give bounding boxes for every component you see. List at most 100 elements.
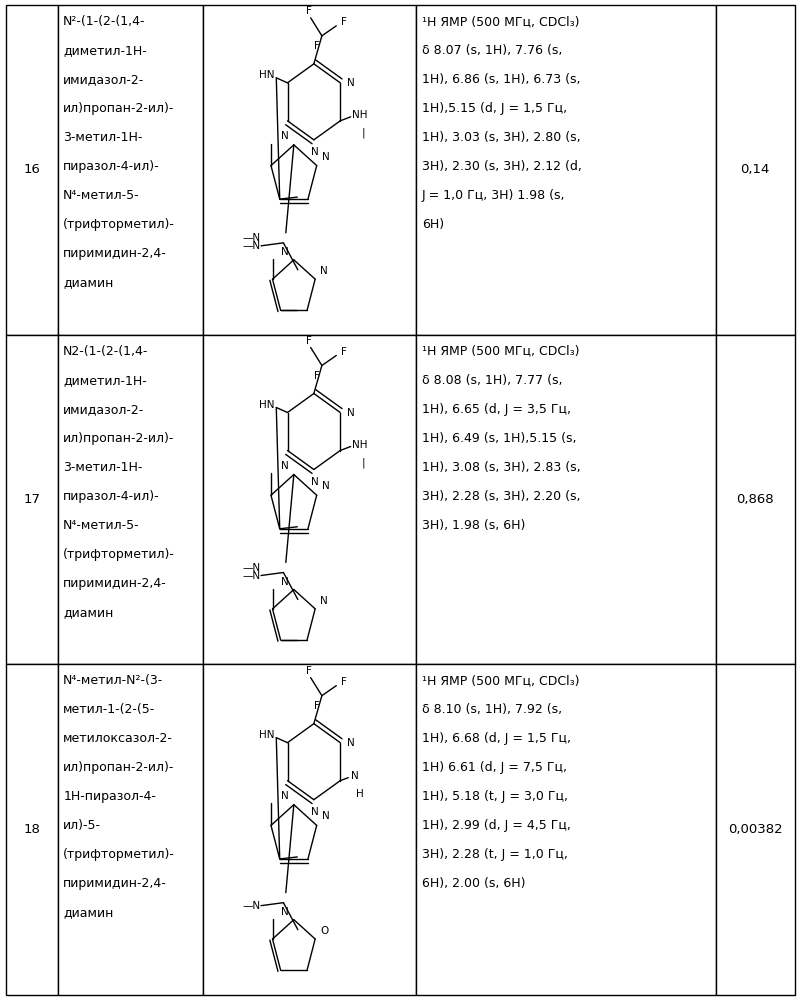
Text: пиримидин-2,4-: пиримидин-2,4- <box>63 247 167 260</box>
Text: 1H), 3.08 (s, 3H), 2.83 (s,: 1H), 3.08 (s, 3H), 2.83 (s, <box>422 461 581 474</box>
Bar <box>6 5 58 335</box>
Text: 1Н-пиразол-4-: 1Н-пиразол-4- <box>63 790 156 803</box>
Text: J = 1,0 Гц, 3H) 1.98 (s,: J = 1,0 Гц, 3H) 1.98 (s, <box>422 189 566 202</box>
Bar <box>716 5 795 335</box>
Text: —N: —N <box>243 901 260 911</box>
Text: 6H), 2.00 (s, 6H): 6H), 2.00 (s, 6H) <box>422 877 525 890</box>
Text: —N: —N <box>243 563 260 573</box>
Text: F: F <box>341 17 348 27</box>
Text: ил)пропан-2-ил)-: ил)пропан-2-ил)- <box>63 761 175 774</box>
Text: 3-метил-1Н-: 3-метил-1Н- <box>63 131 143 144</box>
Text: 1H), 6.68 (d, J = 1,5 Гц,: 1H), 6.68 (d, J = 1,5 Гц, <box>422 732 571 745</box>
Text: F: F <box>341 347 348 357</box>
Text: F: F <box>341 677 348 687</box>
Bar <box>58 5 203 335</box>
Text: F: F <box>306 6 312 16</box>
Text: 3H), 1.98 (s, 6H): 3H), 1.98 (s, 6H) <box>422 519 525 532</box>
Bar <box>6 664 58 995</box>
Text: —N: —N <box>243 241 260 251</box>
Text: N: N <box>311 147 319 157</box>
Text: 1H), 6.86 (s, 1H), 6.73 (s,: 1H), 6.86 (s, 1H), 6.73 (s, <box>422 73 581 86</box>
Text: O: O <box>320 926 329 936</box>
Text: F: F <box>306 336 312 346</box>
Text: (трифторметил)-: (трифторметил)- <box>63 548 175 561</box>
Bar <box>203 335 417 664</box>
Text: HN: HN <box>259 400 275 410</box>
Text: δ 8.07 (s, 1H), 7.76 (s,: δ 8.07 (s, 1H), 7.76 (s, <box>422 44 562 57</box>
Text: N2-(1-(2-(1,4-: N2-(1-(2-(1,4- <box>63 345 149 358</box>
Text: HN: HN <box>259 70 275 80</box>
Text: метилоксазол-2-: метилоксазол-2- <box>63 732 173 745</box>
Text: (трифторметил)-: (трифторметил)- <box>63 218 175 231</box>
Text: ¹Н ЯМР (500 МГц, CDCl₃): ¹Н ЯМР (500 МГц, CDCl₃) <box>422 15 579 28</box>
Text: N: N <box>322 481 329 491</box>
Bar <box>417 335 716 664</box>
Bar <box>417 664 716 995</box>
Text: δ 8.08 (s, 1H), 7.77 (s,: δ 8.08 (s, 1H), 7.77 (s, <box>422 374 562 387</box>
Text: 1H), 5.18 (t, J = 3,0 Гц,: 1H), 5.18 (t, J = 3,0 Гц, <box>422 790 568 803</box>
Bar <box>716 664 795 995</box>
Text: N²-(1-(2-(1,4-: N²-(1-(2-(1,4- <box>63 15 146 28</box>
Text: диметил-1Н-: диметил-1Н- <box>63 374 147 387</box>
Text: δ 8.10 (s, 1H), 7.92 (s,: δ 8.10 (s, 1H), 7.92 (s, <box>422 703 562 716</box>
Text: HN: HN <box>259 730 275 740</box>
Text: N: N <box>281 577 289 587</box>
Text: 1H), 6.49 (s, 1H),5.15 (s,: 1H), 6.49 (s, 1H),5.15 (s, <box>422 432 577 445</box>
Text: имидазол-2-: имидазол-2- <box>63 403 144 416</box>
Bar <box>417 5 716 335</box>
Text: N: N <box>311 477 319 487</box>
Text: 0,868: 0,868 <box>736 493 774 506</box>
Text: 1H), 6.65 (d, J = 3,5 Гц,: 1H), 6.65 (d, J = 3,5 Гц, <box>422 403 571 416</box>
Text: N: N <box>311 807 319 817</box>
Bar <box>716 335 795 664</box>
Text: ¹Н ЯМР (500 МГц, CDCl₃): ¹Н ЯМР (500 МГц, CDCl₃) <box>422 345 579 358</box>
Text: 18: 18 <box>23 823 41 836</box>
Bar <box>203 5 417 335</box>
Text: F: F <box>314 701 320 711</box>
Text: (трифторметил)-: (трифторметил)- <box>63 848 175 861</box>
Text: NH: NH <box>352 440 368 450</box>
Text: N: N <box>347 738 355 748</box>
Text: NH: NH <box>352 110 368 120</box>
Text: N: N <box>281 247 289 257</box>
Text: ил)пропан-2-ил)-: ил)пропан-2-ил)- <box>63 432 175 445</box>
Text: 3H), 2.28 (t, J = 1,0 Гц,: 3H), 2.28 (t, J = 1,0 Гц, <box>422 848 568 861</box>
Text: пиразол-4-ил)-: пиразол-4-ил)- <box>63 160 160 173</box>
Text: 1H), 3.03 (s, 3H), 2.80 (s,: 1H), 3.03 (s, 3H), 2.80 (s, <box>422 131 581 144</box>
Text: |: | <box>361 128 365 138</box>
Text: N: N <box>351 771 359 781</box>
Text: 6H): 6H) <box>422 218 444 231</box>
Text: диамин: диамин <box>63 606 114 619</box>
Text: ¹Н ЯМР (500 МГц, CDCl₃): ¹Н ЯМР (500 МГц, CDCl₃) <box>422 674 579 687</box>
Text: 0,14: 0,14 <box>740 163 770 176</box>
Text: диамин: диамин <box>63 276 114 289</box>
Text: F: F <box>306 666 312 676</box>
Text: N: N <box>281 791 289 801</box>
Text: имидазол-2-: имидазол-2- <box>63 73 144 86</box>
Text: ил)пропан-2-ил)-: ил)пропан-2-ил)- <box>63 102 175 115</box>
Text: ил)-5-: ил)-5- <box>63 819 101 832</box>
Bar <box>58 664 203 995</box>
Text: 3-метил-1Н-: 3-метил-1Н- <box>63 461 143 474</box>
Text: F: F <box>314 41 320 51</box>
Text: H: H <box>356 789 364 799</box>
Text: N⁴-метил-N²-(3-: N⁴-метил-N²-(3- <box>63 674 163 687</box>
Text: диметил-1Н-: диметил-1Н- <box>63 44 147 57</box>
Bar <box>203 664 417 995</box>
Text: N: N <box>347 78 355 88</box>
Text: F: F <box>314 371 320 381</box>
Text: N: N <box>320 266 328 276</box>
Text: диамин: диамин <box>63 906 114 919</box>
Text: 1H), 2.99 (d, J = 4,5 Гц,: 1H), 2.99 (d, J = 4,5 Гц, <box>422 819 571 832</box>
Text: 3H), 2.28 (s, 3H), 2.20 (s,: 3H), 2.28 (s, 3H), 2.20 (s, <box>422 490 581 503</box>
Text: 1H) 6.61 (d, J = 7,5 Гц,: 1H) 6.61 (d, J = 7,5 Гц, <box>422 761 567 774</box>
Text: N: N <box>322 152 329 162</box>
Text: |: | <box>361 457 365 468</box>
Text: 17: 17 <box>23 493 41 506</box>
Text: 0,00382: 0,00382 <box>728 823 783 836</box>
Text: пиримидин-2,4-: пиримидин-2,4- <box>63 877 167 890</box>
Bar <box>6 335 58 664</box>
Text: метил-1-(2-(5-: метил-1-(2-(5- <box>63 703 155 716</box>
Text: N⁴-метил-5-: N⁴-метил-5- <box>63 519 140 532</box>
Text: N: N <box>320 596 328 606</box>
